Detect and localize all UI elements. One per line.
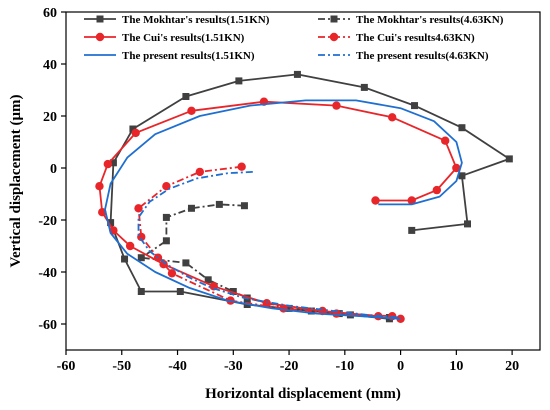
data-point bbox=[407, 196, 416, 205]
data-point bbox=[411, 102, 419, 110]
x-tick-label: -10 bbox=[335, 359, 354, 374]
data-point bbox=[162, 237, 170, 245]
data-point bbox=[125, 241, 135, 251]
y-tick-label: -60 bbox=[38, 318, 57, 333]
plot-area bbox=[65, 11, 541, 351]
y-tick-label: -40 bbox=[38, 266, 57, 281]
y-tick-label: -20 bbox=[38, 214, 57, 229]
data-point bbox=[187, 106, 196, 116]
data-point bbox=[464, 220, 472, 228]
data-point bbox=[162, 213, 170, 221]
data-point bbox=[505, 155, 513, 163]
legend-label: The Cui's results(1.51KN) bbox=[122, 32, 245, 44]
data-point bbox=[95, 182, 104, 191]
data-point bbox=[229, 288, 237, 295]
y-tick-label: 60 bbox=[43, 6, 57, 21]
axis-ticks: -60 -50 -40 -30 -20 -10 0 10 20 -60 -40 -20 0 20 40 60 bbox=[38, 6, 519, 374]
y-axis-label: Vertical displacement (μm) bbox=[8, 95, 24, 268]
series-line bbox=[137, 165, 401, 320]
legend-marker bbox=[96, 15, 104, 23]
legend-marker bbox=[95, 32, 105, 42]
y-tick-label: 40 bbox=[43, 58, 57, 73]
x-tick-label: -30 bbox=[224, 359, 243, 374]
data-point bbox=[441, 136, 450, 145]
series-4 bbox=[134, 162, 405, 323]
series-3 bbox=[95, 97, 461, 321]
data-point bbox=[285, 304, 293, 312]
legend-item: The present results(4.63KN) bbox=[318, 50, 489, 62]
x-axis-label: Horizontal displacement (mm) bbox=[205, 386, 401, 402]
series-line bbox=[137, 171, 401, 319]
data-point bbox=[182, 93, 190, 100]
x-tick-label: -40 bbox=[168, 359, 187, 374]
data-point bbox=[293, 70, 301, 78]
legend-marker bbox=[330, 15, 338, 23]
legend-item: The Cui's results4.63KN) bbox=[318, 32, 475, 44]
legend-item: The Mokhtar's results(1.51KN) bbox=[84, 14, 270, 26]
legend-label: The Mokhtar's results(1.51KN) bbox=[122, 14, 270, 26]
data-point bbox=[131, 128, 140, 138]
data-point bbox=[215, 200, 223, 208]
x-tick-label: -60 bbox=[57, 359, 76, 374]
series-layer bbox=[95, 70, 513, 323]
data-point bbox=[103, 159, 113, 169]
data-point bbox=[388, 113, 397, 122]
legend: The Mokhtar's results(1.51KN) The Mokhtar… bbox=[84, 14, 504, 62]
x-tick-label: 20 bbox=[505, 359, 519, 374]
data-point bbox=[109, 159, 117, 167]
data-point bbox=[182, 259, 190, 267]
series-6 bbox=[137, 171, 401, 319]
data-point bbox=[360, 83, 368, 91]
data-point bbox=[237, 162, 246, 171]
series-line bbox=[98, 100, 458, 318]
data-point bbox=[240, 202, 248, 210]
data-point bbox=[195, 167, 205, 177]
data-point bbox=[121, 255, 129, 263]
x-tick-label: -50 bbox=[112, 359, 131, 374]
legend-label: The present results(1.51KN) bbox=[122, 50, 255, 62]
data-point bbox=[458, 124, 466, 132]
series-5 bbox=[104, 99, 463, 320]
data-point bbox=[137, 254, 145, 262]
series-line bbox=[109, 73, 511, 320]
legend-label: The Cui's results4.63KN) bbox=[356, 32, 475, 44]
data-point bbox=[187, 204, 195, 212]
series-1 bbox=[107, 70, 513, 323]
data-point bbox=[458, 172, 466, 180]
y-tick-label: 20 bbox=[43, 110, 57, 125]
legend-item: The present results(1.51KN) bbox=[84, 50, 255, 62]
x-tick-label: 10 bbox=[449, 359, 463, 374]
data-point bbox=[129, 125, 137, 133]
data-point bbox=[134, 204, 143, 213]
legend-item: The Mokhtar's results(4.63KN) bbox=[318, 14, 504, 26]
y-tick-label: 0 bbox=[50, 162, 57, 177]
data-point bbox=[408, 226, 416, 234]
legend-marker bbox=[329, 32, 339, 42]
data-point bbox=[452, 163, 461, 173]
data-point bbox=[167, 269, 177, 278]
legend-label: The Mokhtar's results(4.63KN) bbox=[356, 14, 504, 26]
data-point bbox=[332, 101, 341, 110]
legend-item: The Cui's results(1.51KN) bbox=[84, 32, 245, 44]
data-point bbox=[371, 196, 380, 205]
x-tick-label: -20 bbox=[280, 359, 299, 374]
x-tick-label: 0 bbox=[397, 359, 404, 374]
data-point bbox=[235, 77, 243, 85]
data-point bbox=[204, 276, 212, 284]
legend-label: The present results(4.63KN) bbox=[356, 50, 489, 62]
data-point bbox=[432, 185, 442, 195]
plot-frame bbox=[65, 11, 541, 351]
data-point bbox=[137, 288, 145, 295]
data-point bbox=[107, 219, 115, 227]
data-point bbox=[176, 288, 184, 295]
series-line bbox=[104, 99, 463, 320]
